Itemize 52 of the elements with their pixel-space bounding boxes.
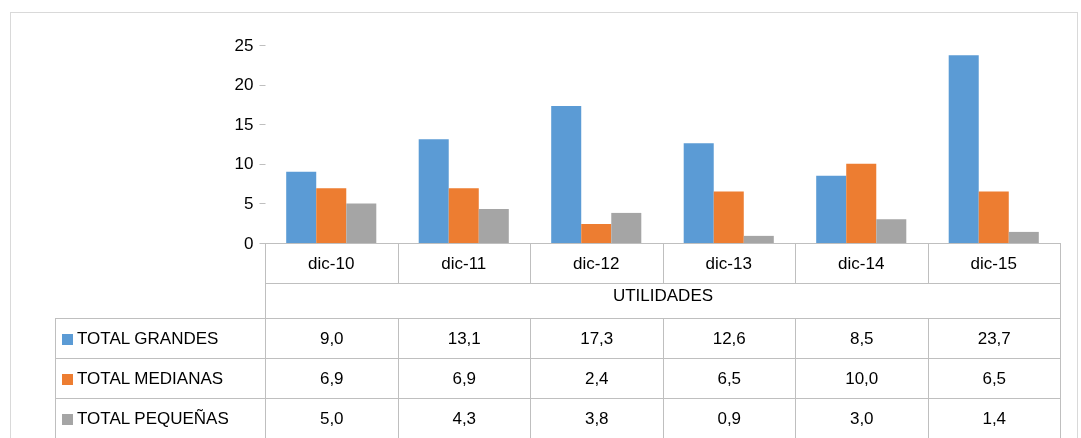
data-label: 0,9 (663, 398, 796, 438)
x-axis-title: UTILIDADES (612, 285, 714, 305)
y-tick-label: 25 (234, 35, 254, 55)
bar (611, 212, 642, 243)
data-label: 9,0 (265, 318, 398, 359)
bar (876, 219, 907, 243)
data-label: 5,0 (265, 398, 398, 438)
legend-label: TOTAL GRANDES (55, 318, 266, 359)
bar (551, 105, 582, 243)
data-label: 2,4 (530, 358, 663, 399)
bar (978, 191, 1009, 243)
data-label: 3,0 (795, 398, 928, 438)
data-label: 6,9 (265, 358, 398, 399)
bar (316, 188, 347, 243)
bar (478, 208, 509, 243)
bar (743, 235, 774, 243)
x-tick-label: dic-10 (308, 253, 355, 273)
bar (713, 191, 744, 243)
y-tick-label: 20 (234, 75, 254, 95)
bar (448, 188, 479, 243)
bar (346, 203, 377, 243)
bar (418, 139, 449, 243)
y-tick-label: 10 (234, 154, 254, 174)
data-label: 6,5 (663, 358, 796, 399)
data-label: 6,9 (398, 358, 531, 399)
data-label: 8,5 (795, 318, 928, 359)
bar (816, 175, 847, 243)
data-label: 12,6 (663, 318, 796, 359)
bar (683, 143, 714, 243)
bar (846, 163, 877, 243)
x-tick-label: dic-15 (970, 253, 1017, 273)
legend-label: TOTAL MEDIANAS (55, 358, 266, 399)
legend-label: TOTAL PEQUEÑAS (55, 398, 266, 438)
data-label: 23,7 (928, 318, 1061, 359)
data-label: 4,3 (398, 398, 531, 438)
x-tick-label: dic-11 (441, 253, 487, 273)
bar (286, 171, 317, 243)
data-label: 13,1 (398, 318, 531, 359)
data-label: 17,3 (530, 318, 663, 359)
x-tick-label: dic-12 (573, 253, 620, 273)
bar (1008, 231, 1039, 243)
data-label: 3,8 (530, 398, 663, 438)
data-label: 6,5 (928, 358, 1061, 399)
y-tick-label: 15 (234, 114, 254, 134)
data-label: 1,4 (928, 398, 1061, 438)
data-label: 10,0 (795, 358, 928, 399)
bar (581, 223, 612, 243)
x-tick-label: dic-13 (705, 253, 752, 273)
x-tick-label: dic-14 (838, 253, 885, 273)
y-tick-label: 5 (244, 193, 254, 213)
bar (948, 55, 979, 243)
y-tick-label: 0 (244, 233, 254, 253)
